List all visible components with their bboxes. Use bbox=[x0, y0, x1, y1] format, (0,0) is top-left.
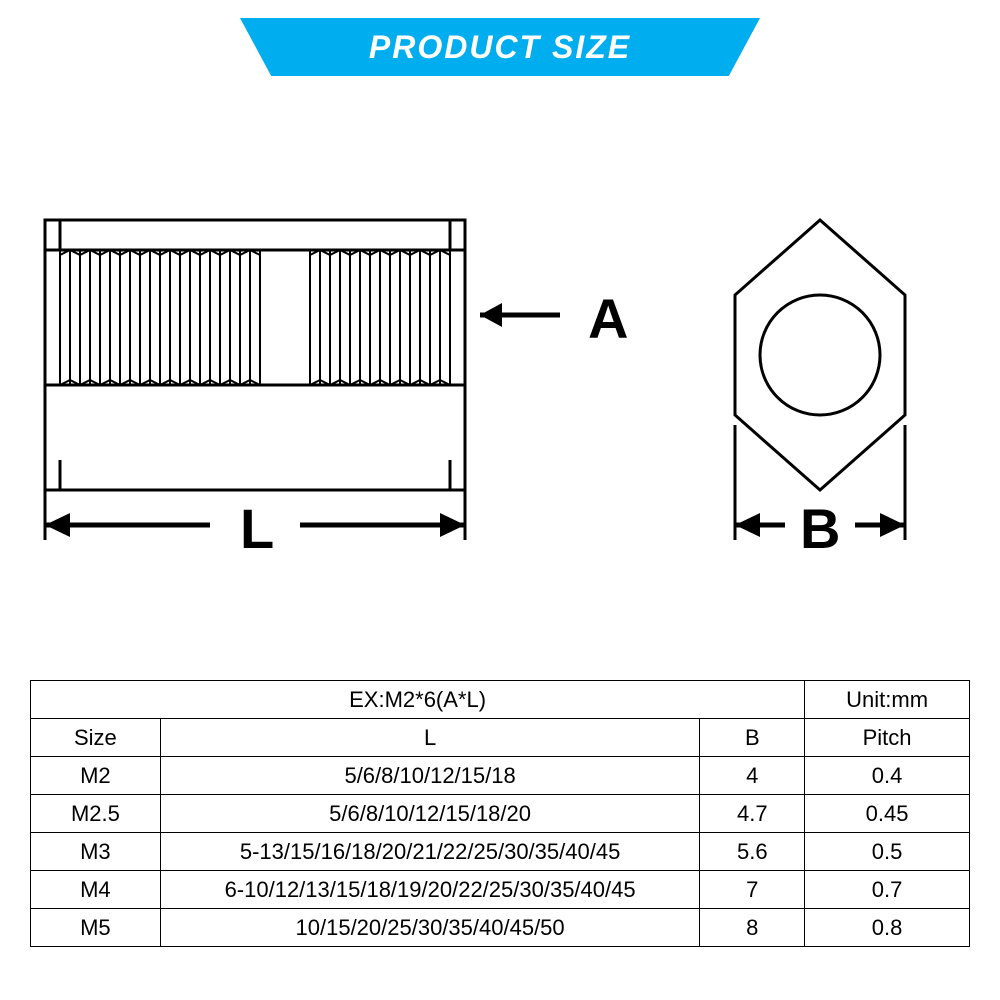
cell-B: 5.6 bbox=[700, 833, 805, 871]
cell-L: 10/15/20/25/30/35/40/45/50 bbox=[160, 909, 700, 947]
size-table-el: EX:M2*6(A*L) Unit:mm Size L B Pitch M2 5… bbox=[30, 680, 970, 947]
table-row: M2.5 5/6/8/10/12/15/18/20 4.7 0.45 bbox=[31, 795, 970, 833]
diagram: A L B bbox=[0, 180, 1000, 600]
banner-shape: PRODUCT SIZE bbox=[240, 18, 760, 76]
banner-title: PRODUCT SIZE bbox=[369, 29, 631, 66]
size-table: EX:M2*6(A*L) Unit:mm Size L B Pitch M2 5… bbox=[30, 680, 970, 947]
label-A: A bbox=[588, 287, 628, 350]
thread-left bbox=[60, 250, 260, 385]
cell-pitch: 0.45 bbox=[805, 795, 970, 833]
cell-size: M2.5 bbox=[31, 795, 161, 833]
hex-end-view bbox=[735, 220, 905, 490]
cell-size: M3 bbox=[31, 833, 161, 871]
cell-pitch: 0.8 bbox=[805, 909, 970, 947]
cell-L: 5/6/8/10/12/15/18/20 bbox=[160, 795, 700, 833]
cell-size: M2 bbox=[31, 757, 161, 795]
side-outer-rect bbox=[45, 220, 465, 490]
col-L: L bbox=[160, 719, 700, 757]
table-row: M2 5/6/8/10/12/15/18 4 0.4 bbox=[31, 757, 970, 795]
diagram-svg: A L B bbox=[0, 180, 1000, 600]
table-header-row-2: Size L B Pitch bbox=[31, 719, 970, 757]
cell-B: 7 bbox=[700, 871, 805, 909]
table-header-row-1: EX:M2*6(A*L) Unit:mm bbox=[31, 681, 970, 719]
cell-B: 4 bbox=[700, 757, 805, 795]
table-row: M3 5-13/15/16/18/20/21/22/25/30/35/40/45… bbox=[31, 833, 970, 871]
cell-size: M4 bbox=[31, 871, 161, 909]
cell-B: 4.7 bbox=[700, 795, 805, 833]
cell-L: 5/6/8/10/12/15/18 bbox=[160, 757, 700, 795]
cell-pitch: 0.7 bbox=[805, 871, 970, 909]
thread-right bbox=[310, 250, 450, 385]
dim-A-arrow bbox=[480, 303, 560, 327]
col-pitch: Pitch bbox=[805, 719, 970, 757]
cell-pitch: 0.4 bbox=[805, 757, 970, 795]
cell-B: 8 bbox=[700, 909, 805, 947]
cell-L: 6-10/12/13/15/18/19/20/22/25/30/35/40/45 bbox=[160, 871, 700, 909]
cell-size: M5 bbox=[31, 909, 161, 947]
label-L: L bbox=[240, 497, 274, 560]
title-banner: PRODUCT SIZE bbox=[240, 18, 760, 76]
table-row: M4 6-10/12/13/15/18/19/20/22/25/30/35/40… bbox=[31, 871, 970, 909]
col-B: B bbox=[700, 719, 805, 757]
label-B: B bbox=[800, 497, 840, 560]
table-row: M5 10/15/20/25/30/35/40/45/50 8 0.8 bbox=[31, 909, 970, 947]
cell-pitch: 0.5 bbox=[805, 833, 970, 871]
header-unit: Unit:mm bbox=[805, 681, 970, 719]
col-size: Size bbox=[31, 719, 161, 757]
header-example: EX:M2*6(A*L) bbox=[31, 681, 805, 719]
cell-L: 5-13/15/16/18/20/21/22/25/30/35/40/45 bbox=[160, 833, 700, 871]
